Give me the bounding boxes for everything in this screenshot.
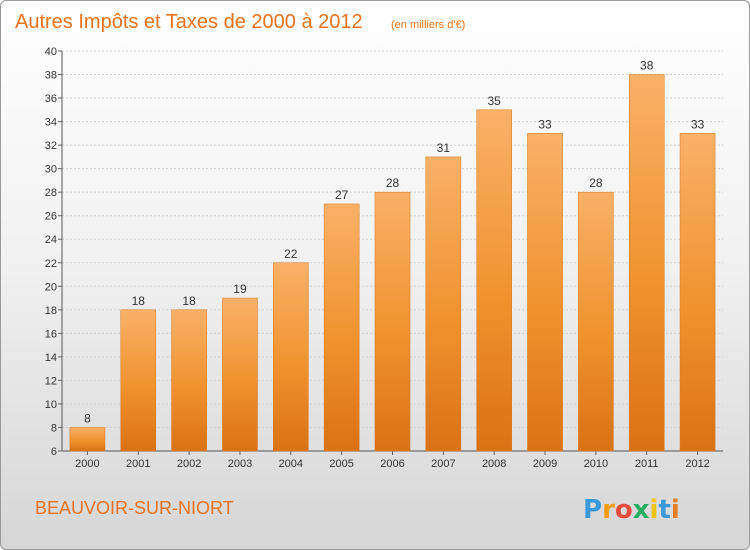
y-tick-label: 34 [45, 117, 57, 129]
y-tick-label: 40 [45, 46, 57, 58]
data-labels: 8 18 18 19 22 27 28 31 35 33 28 38 33 [84, 59, 704, 426]
brand-letter: x [633, 495, 650, 525]
x-tick-label-2012: 2012 [685, 458, 709, 470]
data-label-2005: 27 [335, 188, 349, 202]
chart-title: Autres Impôts et Taxes de 2000 à 2012 [15, 11, 363, 33]
bar-2009 [527, 133, 563, 452]
x-tick-label-2009: 2009 [533, 458, 557, 470]
y-tick-label: 12 [45, 375, 57, 387]
y-tick-label: 24 [45, 234, 57, 246]
data-label-2003: 19 [233, 282, 247, 296]
y-tick-label: 14 [45, 352, 57, 364]
brand-letter: r [602, 495, 615, 525]
data-label-2000: 8 [84, 411, 91, 425]
x-tick-label-2010: 2010 [584, 458, 608, 470]
bar-2005 [323, 203, 360, 452]
data-label-2012: 33 [691, 117, 705, 131]
data-label-2011: 38 [640, 59, 654, 73]
x-tick-label-2008: 2008 [482, 458, 506, 470]
data-label-2010: 28 [589, 176, 603, 190]
y-tick-label: 6 [51, 446, 57, 458]
bar-2011 [628, 74, 665, 452]
proxiti-logo: Proxiti [583, 495, 680, 525]
y-tick-label: 20 [45, 281, 57, 293]
x-tick-label-2003: 2003 [228, 458, 252, 470]
chart-unit: (en milliers d'€) [391, 19, 465, 31]
brand-letter: t [658, 495, 670, 525]
y-tick-label: 18 [45, 305, 57, 317]
bar-2004 [273, 262, 309, 452]
bar-2012 [679, 133, 716, 452]
y-tick-label: 8 [51, 422, 57, 434]
bar-2000 [69, 427, 106, 452]
x-tick-label-2005: 2005 [329, 458, 353, 470]
x-tick-label-2007: 2007 [431, 458, 455, 470]
data-label-2002: 18 [182, 294, 196, 308]
data-label-2001: 18 [132, 294, 146, 308]
y-tick-label: 16 [45, 328, 57, 340]
y-tick-label: 38 [45, 70, 57, 82]
bar-2006 [374, 191, 411, 452]
x-tick-label-2000: 2000 [75, 458, 99, 470]
brand-letter: i [671, 495, 680, 525]
y-tick-label: 36 [45, 93, 57, 105]
data-label-2006: 28 [386, 176, 400, 190]
data-label-2007: 31 [437, 141, 451, 155]
data-label-2008: 35 [488, 94, 502, 108]
y-tick-label: 26 [45, 211, 57, 223]
data-label-2009: 33 [538, 117, 552, 131]
x-tick-label-2002: 2002 [177, 458, 201, 470]
y-tick-label: 30 [45, 164, 57, 176]
y-tick-label: 22 [45, 258, 57, 270]
x-tick-label-2006: 2006 [380, 458, 404, 470]
y-tick-label: 32 [45, 140, 57, 152]
x-tick-label-2004: 2004 [279, 458, 303, 470]
x-tick-label-2001: 2001 [126, 458, 150, 470]
y-tick-label: 28 [45, 187, 57, 199]
bar-2010 [578, 191, 614, 452]
y-tick-label: 10 [45, 399, 57, 411]
bars [69, 74, 716, 452]
brand-letter: o [615, 495, 633, 525]
bar-2002 [171, 309, 207, 452]
brand-letter: i [650, 495, 659, 525]
place-name: BEAUVOIR-SUR-NIORT [35, 498, 234, 518]
bar-2007 [425, 156, 462, 452]
bar-2008 [476, 109, 512, 452]
bar-2001 [120, 309, 157, 452]
data-label-2004: 22 [284, 247, 298, 261]
bar-2003 [222, 297, 258, 452]
x-tick-label-2011: 2011 [635, 458, 659, 470]
brand-letter: P [583, 495, 602, 525]
